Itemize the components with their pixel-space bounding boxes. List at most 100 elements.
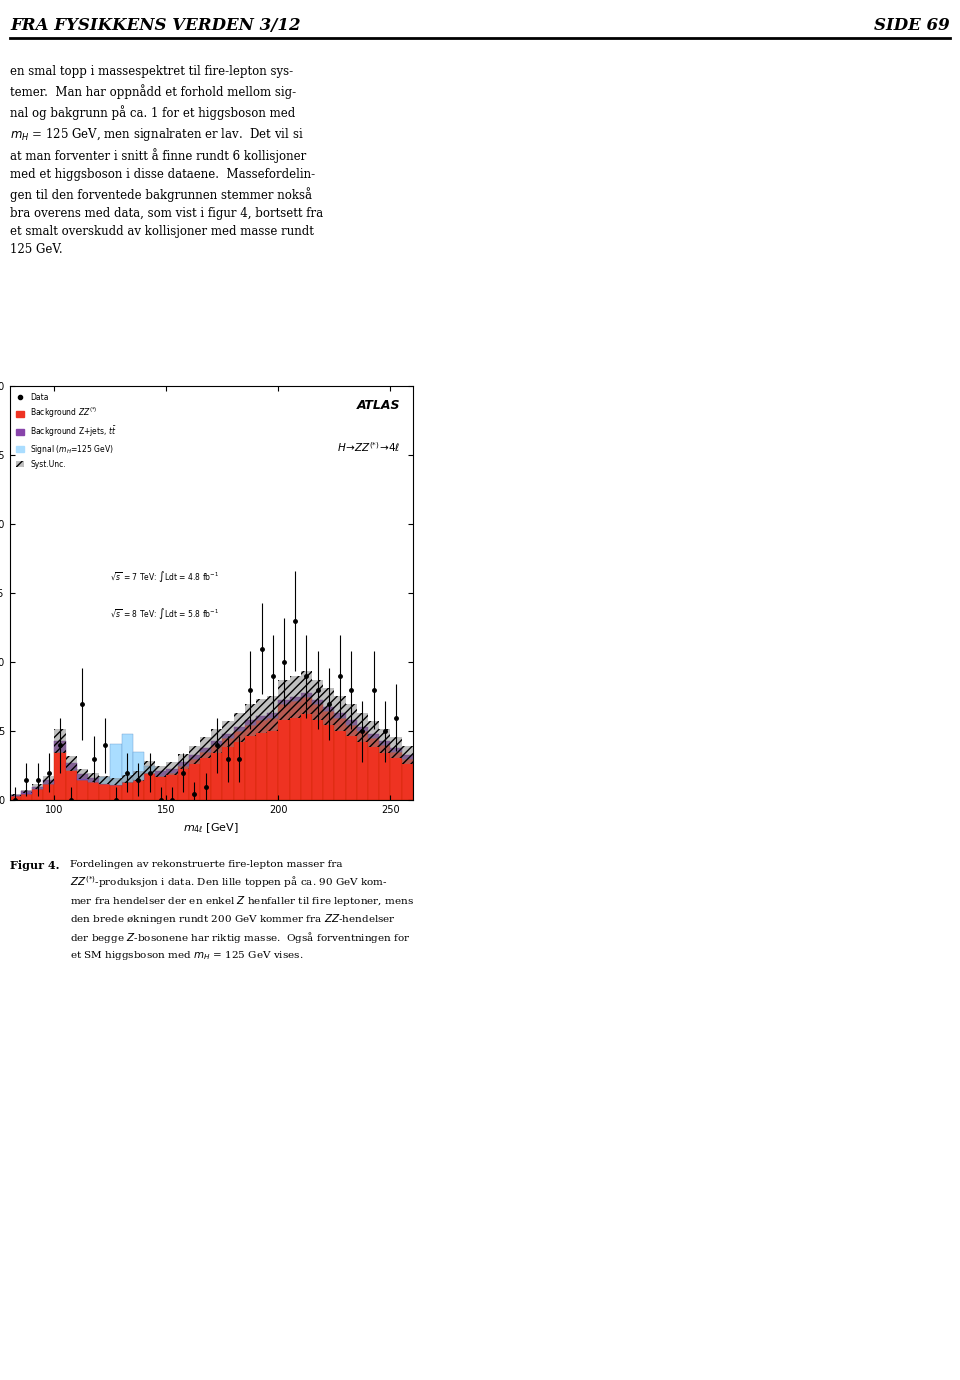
Bar bbox=[99, 777, 110, 784]
Bar bbox=[43, 776, 55, 784]
Bar bbox=[144, 766, 156, 773]
Text: ATLAS: ATLAS bbox=[357, 399, 400, 411]
Legend: Data, Background $ZZ^{(*)}$, Background Z+jets, $t\bar{t}$, Signal ($m_H$=125 Ge: Data, Background $ZZ^{(*)}$, Background … bbox=[13, 391, 120, 472]
Bar bbox=[401, 755, 413, 759]
Bar bbox=[312, 679, 324, 720]
Bar bbox=[300, 697, 312, 800]
Bar bbox=[233, 727, 245, 731]
Bar bbox=[122, 778, 132, 782]
Bar bbox=[368, 738, 379, 800]
Bar bbox=[267, 713, 278, 718]
Bar bbox=[245, 704, 256, 737]
Bar bbox=[178, 753, 189, 770]
Bar bbox=[144, 762, 156, 774]
Bar bbox=[267, 696, 278, 731]
Bar bbox=[99, 784, 110, 800]
Bar bbox=[110, 778, 122, 785]
Bar bbox=[110, 781, 122, 785]
Bar bbox=[391, 748, 401, 752]
Bar bbox=[290, 676, 300, 718]
Bar bbox=[32, 789, 43, 800]
Bar bbox=[122, 734, 132, 782]
Bar bbox=[256, 716, 267, 720]
Text: $H\!\rightarrow\!ZZ^{(*)}\!\rightarrow\!4\ell$: $H\!\rightarrow\!ZZ^{(*)}\!\rightarrow\!… bbox=[337, 440, 400, 454]
Bar bbox=[122, 774, 132, 784]
Bar bbox=[267, 718, 278, 800]
Bar bbox=[300, 693, 312, 697]
Bar bbox=[77, 780, 88, 800]
Bar bbox=[77, 769, 88, 780]
Bar bbox=[346, 704, 357, 737]
Bar bbox=[166, 769, 178, 773]
Text: $\sqrt{s}$ = 8 TeV: $\int$Ldt = 5.8 fb$^{-1}$: $\sqrt{s}$ = 8 TeV: $\int$Ldt = 5.8 fb$^… bbox=[110, 606, 220, 621]
Bar bbox=[357, 712, 368, 742]
Bar bbox=[245, 724, 256, 800]
Bar bbox=[256, 700, 267, 733]
Bar bbox=[278, 700, 290, 704]
Bar bbox=[77, 774, 88, 780]
Bar bbox=[88, 778, 99, 782]
Bar bbox=[278, 704, 290, 800]
Bar bbox=[401, 759, 413, 800]
Bar bbox=[223, 734, 233, 738]
Bar bbox=[110, 744, 122, 785]
Bar bbox=[334, 718, 346, 800]
Bar bbox=[200, 752, 211, 800]
Bar bbox=[334, 713, 346, 718]
Bar bbox=[346, 724, 357, 800]
Bar bbox=[324, 707, 334, 711]
X-axis label: $m_{4\ell}$ [GeV]: $m_{4\ell}$ [GeV] bbox=[183, 821, 239, 835]
Bar bbox=[88, 782, 99, 800]
Bar bbox=[211, 729, 223, 753]
Bar bbox=[357, 731, 368, 800]
Bar bbox=[189, 755, 200, 759]
Bar bbox=[55, 752, 65, 800]
Bar bbox=[211, 745, 223, 800]
Bar bbox=[156, 766, 166, 777]
Bar bbox=[391, 752, 401, 800]
Bar bbox=[233, 731, 245, 800]
Bar bbox=[278, 679, 290, 720]
Bar bbox=[379, 729, 391, 753]
Bar bbox=[223, 738, 233, 800]
Bar bbox=[122, 782, 132, 800]
Bar bbox=[200, 737, 211, 759]
Bar bbox=[189, 759, 200, 800]
Bar bbox=[290, 697, 300, 701]
Bar bbox=[223, 720, 233, 748]
Bar bbox=[312, 700, 324, 704]
Bar bbox=[21, 793, 32, 800]
Bar bbox=[300, 671, 312, 715]
Bar bbox=[200, 748, 211, 752]
Bar bbox=[144, 767, 156, 773]
Text: Figur 4.: Figur 4. bbox=[10, 860, 60, 871]
Bar bbox=[110, 785, 122, 800]
Bar bbox=[55, 741, 65, 752]
Bar bbox=[10, 793, 21, 796]
Bar bbox=[156, 776, 166, 800]
Bar bbox=[132, 780, 144, 800]
Bar bbox=[357, 727, 368, 731]
Bar bbox=[43, 780, 55, 784]
Bar bbox=[144, 773, 156, 800]
Bar bbox=[334, 696, 346, 731]
Bar bbox=[401, 745, 413, 765]
Bar bbox=[368, 720, 379, 748]
Bar bbox=[379, 745, 391, 800]
Bar bbox=[156, 771, 166, 776]
Bar bbox=[391, 737, 401, 759]
Bar bbox=[368, 734, 379, 738]
Bar bbox=[132, 770, 144, 781]
Bar bbox=[290, 701, 300, 800]
Bar bbox=[189, 745, 200, 765]
Bar bbox=[10, 796, 21, 800]
Bar bbox=[21, 789, 32, 793]
Bar bbox=[32, 784, 43, 789]
Text: en smal topp i massespektret til fire-lepton sys-
temer.  Man har oppnådd et for: en smal topp i massespektret til fire-le… bbox=[10, 65, 324, 257]
Bar bbox=[88, 773, 99, 782]
Text: FRA FYSIKKENS VERDEN 3/12: FRA FYSIKKENS VERDEN 3/12 bbox=[10, 17, 300, 33]
Bar bbox=[178, 766, 189, 800]
Bar bbox=[43, 784, 55, 800]
Text: SIDE 69: SIDE 69 bbox=[875, 17, 950, 33]
Bar bbox=[132, 776, 144, 780]
